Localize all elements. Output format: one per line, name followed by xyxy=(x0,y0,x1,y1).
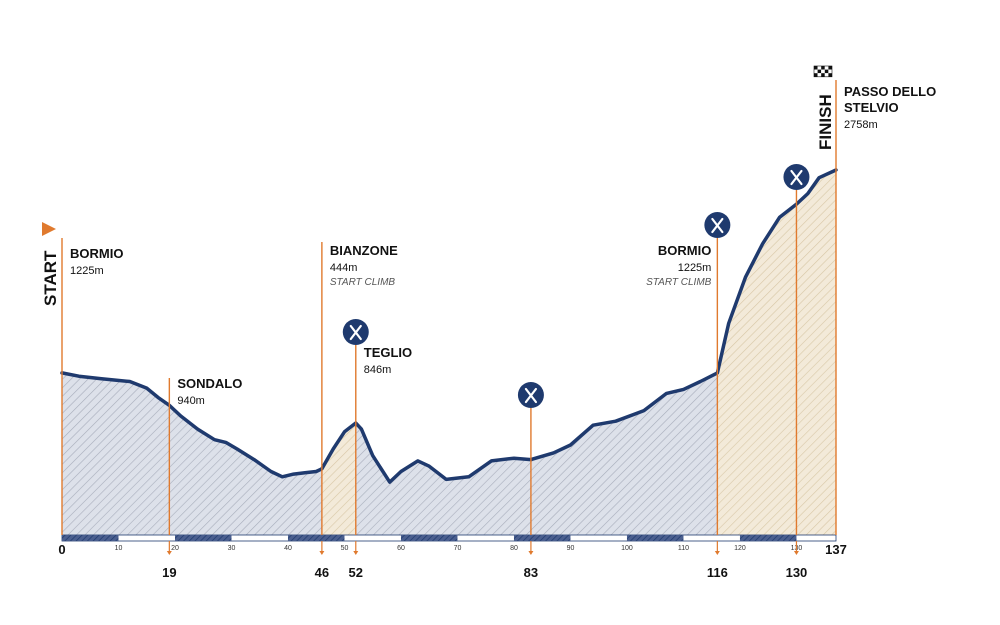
axis-tick-label: 100 xyxy=(621,545,633,552)
checker-square xyxy=(828,66,832,70)
start-triangle-icon xyxy=(42,222,56,236)
feed-station-icon xyxy=(342,319,369,345)
km-label: 19 xyxy=(162,565,176,580)
checker-square xyxy=(817,66,822,70)
axis-segment xyxy=(62,535,119,541)
axis-segment xyxy=(739,535,797,541)
marker-altitude: 444m xyxy=(330,262,358,274)
km-label: 0 xyxy=(58,542,65,557)
marker-km-83: 83 xyxy=(517,382,544,580)
axis-tick-label: 80 xyxy=(510,545,518,552)
x-axis: 102030405060708090100110120130 xyxy=(61,534,837,552)
axis-tick-label: 10 xyxy=(115,545,123,552)
marker-km-0: 0 BORMIO 1225m xyxy=(58,238,123,557)
km-pointer-arrow xyxy=(166,551,172,555)
finish-label: FINISH xyxy=(816,94,835,150)
marker-name: TEGLIO xyxy=(364,345,412,360)
profile-area xyxy=(62,170,836,535)
marker-name: STELVIO xyxy=(844,100,899,115)
km-pointer-arrow xyxy=(714,551,720,555)
marker-km-130: 130 xyxy=(783,164,810,580)
marker-altitude: 846m xyxy=(364,364,392,376)
axis-tick-label: 30 xyxy=(228,545,236,552)
checker-square xyxy=(828,69,832,74)
checker-square xyxy=(821,66,825,70)
km-label: 130 xyxy=(786,565,808,580)
km-label: 137 xyxy=(825,542,847,557)
km-label: 46 xyxy=(315,565,329,580)
knife-icon xyxy=(790,169,803,186)
checker-square xyxy=(817,69,822,74)
start-flag: START xyxy=(41,222,60,306)
marker-km-46: 46 BIANZONE 444m START CLIMB xyxy=(315,242,398,580)
profile-line xyxy=(60,168,838,484)
axis-tick-label: 120 xyxy=(734,545,746,552)
marker-km-19: 19 SONDALO 940m xyxy=(162,376,242,580)
checker-square xyxy=(814,69,818,74)
feed-station-icon xyxy=(783,164,810,190)
checker-square xyxy=(814,66,818,70)
km-pointer-arrow xyxy=(528,551,534,555)
marker-note: START CLIMB xyxy=(330,277,396,288)
feed-station-icon xyxy=(704,212,731,238)
checker-square xyxy=(824,69,829,74)
marker-note: START CLIMB xyxy=(646,277,712,288)
axis-segment xyxy=(626,535,684,541)
knife-icon xyxy=(349,324,362,341)
axis-tick-label: 20 xyxy=(171,545,179,552)
km-label: 83 xyxy=(524,565,538,580)
marker-km-116: 116 BORMIO 1225m START CLIMB xyxy=(646,212,731,580)
axis-tick-label: 60 xyxy=(397,545,405,552)
km-pointer-arrow xyxy=(319,551,325,555)
climb-area-1 xyxy=(321,423,356,535)
marker-km-52: 52 TEGLIO 846m xyxy=(342,319,412,580)
marker-name: BORMIO xyxy=(658,243,711,258)
axis-segment xyxy=(400,535,458,541)
axis-tick-label: 50 xyxy=(341,545,349,552)
start-label: START xyxy=(41,250,60,306)
axis-segment xyxy=(287,535,345,541)
marker-name: BORMIO xyxy=(70,246,123,261)
checker-square xyxy=(821,69,825,74)
axis-tick-label: 90 xyxy=(567,545,575,552)
marker-altitude: 940m xyxy=(177,395,205,407)
checkered-flag-icon xyxy=(813,65,833,78)
checker-square xyxy=(817,73,822,77)
marker-altitude: 1225m xyxy=(70,265,104,277)
checker-square xyxy=(824,66,829,70)
marker-name: PASSO DELLO xyxy=(844,84,936,99)
checker-square xyxy=(821,73,825,77)
marker-name: SONDALO xyxy=(177,376,242,391)
checker-square xyxy=(814,73,818,77)
axis-segment xyxy=(174,535,232,541)
finish-flag: FINISH xyxy=(813,65,835,150)
km-pointer-arrow xyxy=(353,551,359,555)
axis-tick-label: 70 xyxy=(454,545,462,552)
km-label: 52 xyxy=(349,565,363,580)
knife-icon xyxy=(524,387,538,404)
plot-area xyxy=(60,168,838,535)
marker-altitude: 1225m xyxy=(678,262,712,274)
knife-icon xyxy=(711,217,724,234)
axis-tick-label: 110 xyxy=(678,545,689,552)
axis-segment xyxy=(513,535,571,541)
checker-square xyxy=(824,73,829,77)
checker-square xyxy=(828,73,832,77)
checker-border xyxy=(813,65,833,78)
markers: 0 BORMIO 1225m 19 SONDALO 940m 46 BIANZONE 444m S… xyxy=(58,80,936,580)
axis-tick-label: 40 xyxy=(284,545,292,552)
feed-station-icon xyxy=(517,382,544,408)
climb-area-2 xyxy=(717,170,836,535)
km-pointer-arrow xyxy=(793,551,799,555)
marker-altitude: 2758m xyxy=(844,119,878,131)
km-label: 116 xyxy=(707,565,728,580)
marker-name: BIANZONE xyxy=(330,243,398,258)
